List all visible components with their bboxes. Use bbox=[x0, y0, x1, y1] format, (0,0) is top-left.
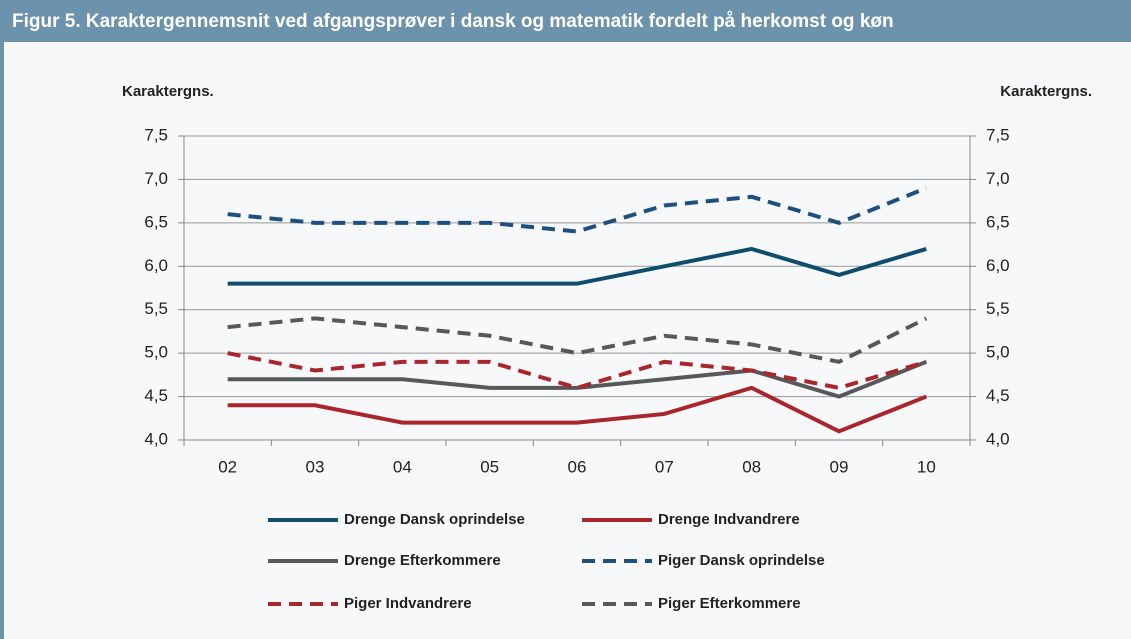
y-tick-label: 6,0 bbox=[144, 256, 168, 275]
series-line bbox=[227, 246, 927, 286]
y-tick-label: 5,5 bbox=[144, 299, 168, 318]
y2-tick-label: 7,0 bbox=[986, 169, 1010, 188]
series-line bbox=[227, 359, 928, 399]
series-line bbox=[227, 186, 928, 234]
header-bar bbox=[0, 0, 1131, 42]
x-tick-label: 04 bbox=[393, 457, 412, 476]
y-axis-label: Karaktergns. bbox=[122, 83, 214, 100]
x-tick-label: 03 bbox=[306, 457, 325, 476]
legend-label: Drenge Indvandrere bbox=[658, 511, 800, 528]
frame-left bbox=[0, 42, 4, 639]
legend-label: Piger Dansk oprindelse bbox=[658, 552, 825, 569]
series-line bbox=[227, 385, 928, 434]
y-tick-label: 7,5 bbox=[144, 125, 168, 144]
y-tick-label: 4,0 bbox=[144, 429, 168, 448]
legend-label: Drenge Dansk oprindelse bbox=[344, 511, 525, 528]
y-tick-label: 6,5 bbox=[144, 212, 168, 231]
y2-tick-label: 4,0 bbox=[986, 429, 1010, 448]
series-line bbox=[227, 351, 927, 390]
y-tick-label: 4,5 bbox=[144, 386, 168, 405]
legend-label: Piger Indvandrere bbox=[344, 595, 472, 612]
y2-tick-label: 4,5 bbox=[986, 386, 1010, 405]
y2-tick-label: 7,5 bbox=[986, 125, 1010, 144]
y2-tick-label: 6,0 bbox=[986, 256, 1010, 275]
x-tick-label: 06 bbox=[568, 457, 587, 476]
y2-tick-label: 6,5 bbox=[986, 212, 1010, 231]
y2-axis-label: Karaktergns. bbox=[1000, 83, 1092, 100]
y2-tick-label: 5,0 bbox=[986, 343, 1010, 362]
y2-tick-label: 5,5 bbox=[986, 299, 1010, 318]
legend-label: Drenge Efterkommere bbox=[344, 552, 501, 569]
y-tick-label: 5,0 bbox=[144, 343, 168, 362]
y-tick-label: 7,0 bbox=[144, 169, 168, 188]
chart-title: Figur 5. Karaktergennemsnit ved afgangsp… bbox=[12, 11, 894, 32]
x-tick-label: 07 bbox=[655, 457, 674, 476]
series-line bbox=[227, 316, 928, 364]
x-tick-label: 10 bbox=[917, 457, 936, 476]
legend-label: Piger Efterkommere bbox=[658, 595, 801, 612]
x-tick-label: 02 bbox=[218, 457, 237, 476]
x-tick-label: 05 bbox=[480, 457, 499, 476]
x-tick-label: 09 bbox=[830, 457, 849, 476]
x-tick-label: 08 bbox=[742, 457, 761, 476]
